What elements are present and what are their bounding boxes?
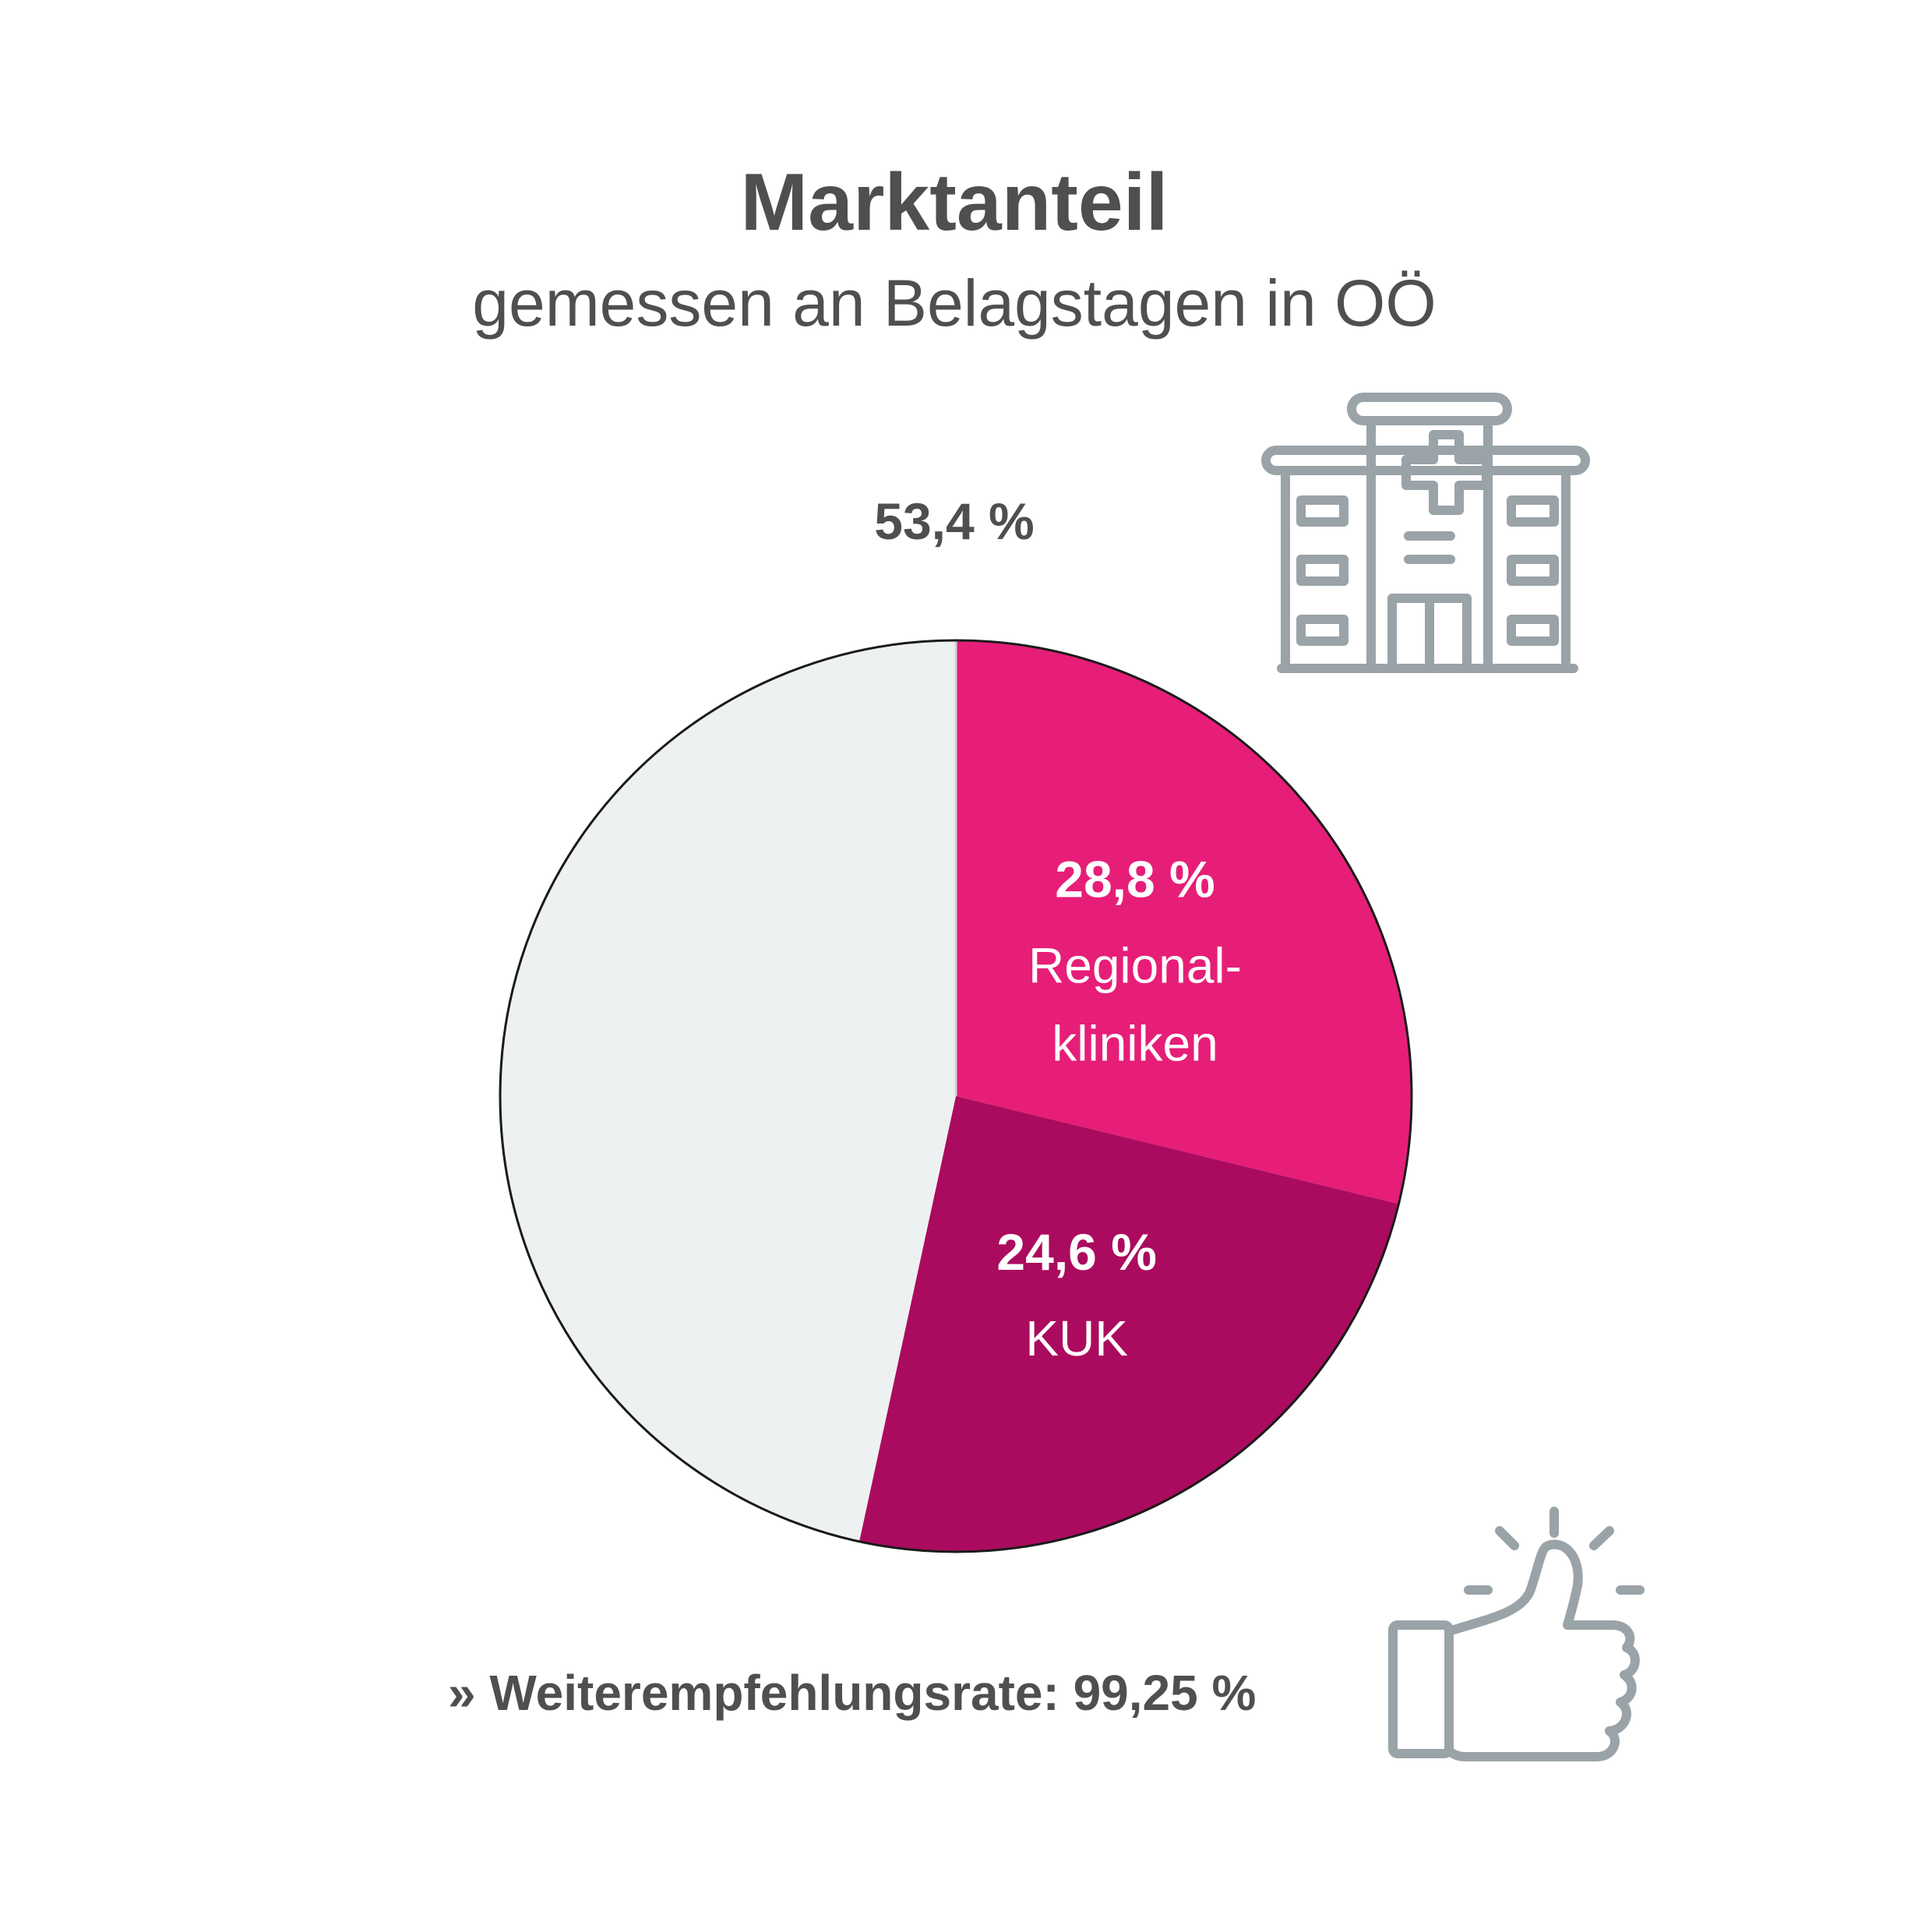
thumbs-up-icon xyxy=(1388,1507,1645,1761)
slice-value-label-0: 28,8 % xyxy=(1055,850,1215,908)
recommendation-rate: » Weiterempfehlungsrate: 99,25 % xyxy=(448,1665,1256,1721)
hospital-icon xyxy=(1261,393,1590,673)
slice-name-label-1-0: KUK xyxy=(1025,1310,1128,1366)
slice-name-label-0-1: kliniken xyxy=(1052,1015,1218,1071)
pie-chart: 28,8 % Regional-kliniken 24,6 % KUK xyxy=(499,639,1413,1553)
total-share-callout: 53,4 % xyxy=(874,492,1034,550)
chart-subtitle: gemessen an Belagstagen in OÖ xyxy=(472,266,1436,340)
slice-name-label-0-0: Regional- xyxy=(1028,937,1242,993)
pie-slice-1 xyxy=(858,1096,1399,1552)
chart-title: Marktanteil xyxy=(740,157,1168,248)
slice-value-label-1: 24,6 % xyxy=(996,1223,1156,1281)
pie-outline xyxy=(499,639,1413,1553)
pie-slice-2 xyxy=(500,640,956,1542)
pie-slice-0 xyxy=(956,640,1412,1204)
